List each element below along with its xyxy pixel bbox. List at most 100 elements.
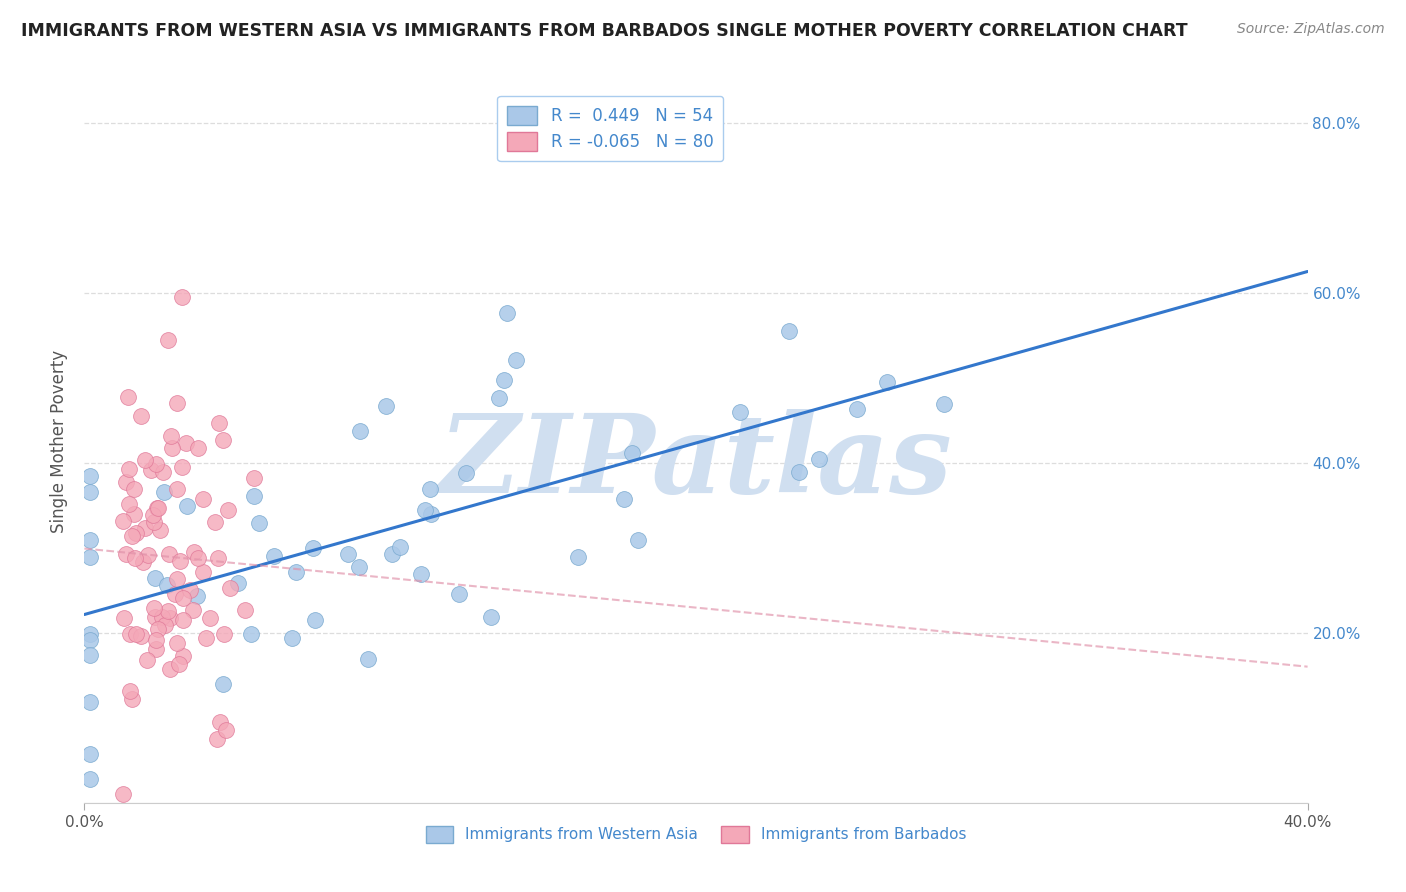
- Point: [217, 503, 239, 517]
- Point: [172, 648, 194, 663]
- Point: [143, 600, 166, 615]
- Point: [419, 507, 441, 521]
- Point: [153, 485, 176, 500]
- Point: [187, 550, 209, 565]
- Point: [488, 391, 510, 405]
- Point: [136, 549, 159, 563]
- Point: [200, 610, 222, 624]
- Point: [121, 691, 143, 706]
- Point: [876, 375, 898, 389]
- Point: [787, 466, 810, 480]
- Point: [172, 613, 194, 627]
- Point: [145, 458, 167, 472]
- Point: [79, 648, 101, 663]
- Point: [778, 324, 800, 338]
- Point: [145, 642, 167, 657]
- Point: [125, 627, 148, 641]
- Point: [627, 533, 650, 547]
- Point: [159, 429, 181, 443]
- Point: [613, 492, 636, 507]
- Point: [492, 373, 515, 387]
- Point: [191, 492, 214, 507]
- Point: [166, 572, 188, 586]
- Point: [79, 772, 101, 786]
- Point: [411, 567, 433, 582]
- Point: [243, 471, 266, 485]
- Point: [247, 516, 270, 530]
- Point: [388, 540, 411, 554]
- Point: [212, 627, 235, 641]
- Point: [79, 469, 101, 483]
- Point: [304, 613, 326, 627]
- Point: [145, 610, 167, 624]
- Point: [159, 611, 181, 625]
- Point: [186, 589, 208, 603]
- Point: [112, 611, 135, 625]
- Point: [122, 508, 145, 522]
- Point: [112, 787, 135, 801]
- Point: [567, 549, 589, 564]
- Point: [176, 499, 198, 513]
- Point: [136, 653, 159, 667]
- Point: [263, 549, 285, 563]
- Point: [728, 405, 751, 419]
- Point: [205, 731, 228, 746]
- Point: [145, 632, 167, 647]
- Point: [208, 715, 231, 730]
- Point: [183, 545, 205, 559]
- Point: [129, 629, 152, 643]
- Point: [129, 409, 152, 423]
- Point: [807, 451, 830, 466]
- Point: [79, 626, 101, 640]
- Point: [479, 610, 502, 624]
- Point: [148, 501, 170, 516]
- Point: [157, 548, 180, 562]
- Text: Source: ZipAtlas.com: Source: ZipAtlas.com: [1237, 22, 1385, 37]
- Point: [932, 397, 955, 411]
- Point: [79, 533, 101, 547]
- Point: [142, 508, 165, 522]
- Point: [165, 587, 187, 601]
- Point: [413, 503, 436, 517]
- Text: ZIPatlas: ZIPatlas: [439, 409, 953, 517]
- Point: [159, 661, 181, 675]
- Point: [449, 587, 471, 601]
- Point: [419, 482, 441, 496]
- Point: [150, 609, 173, 624]
- Point: [118, 497, 141, 511]
- Point: [207, 551, 229, 566]
- Point: [156, 604, 179, 618]
- Point: [79, 550, 101, 565]
- Point: [143, 571, 166, 585]
- Point: [243, 489, 266, 503]
- Point: [240, 627, 263, 641]
- Point: [208, 416, 231, 430]
- Point: [148, 622, 170, 636]
- Point: [357, 652, 380, 666]
- Point: [187, 442, 209, 456]
- Y-axis label: Single Mother Poverty: Single Mother Poverty: [51, 350, 69, 533]
- Point: [134, 452, 156, 467]
- Point: [117, 390, 139, 404]
- Point: [505, 353, 527, 368]
- Point: [218, 582, 240, 596]
- Legend: Immigrants from Western Asia, Immigrants from Barbados: Immigrants from Western Asia, Immigrants…: [419, 820, 973, 849]
- Point: [111, 514, 134, 528]
- Point: [179, 583, 201, 598]
- Point: [134, 521, 156, 535]
- Point: [152, 466, 174, 480]
- Point: [125, 526, 148, 541]
- Point: [172, 591, 194, 606]
- Point: [215, 723, 238, 737]
- Point: [169, 554, 191, 568]
- Point: [349, 424, 371, 438]
- Point: [166, 636, 188, 650]
- Point: [212, 433, 235, 447]
- Point: [145, 501, 167, 516]
- Point: [160, 441, 183, 455]
- Point: [845, 401, 868, 416]
- Point: [233, 602, 256, 616]
- Point: [170, 290, 193, 304]
- Point: [381, 547, 404, 561]
- Point: [195, 632, 218, 646]
